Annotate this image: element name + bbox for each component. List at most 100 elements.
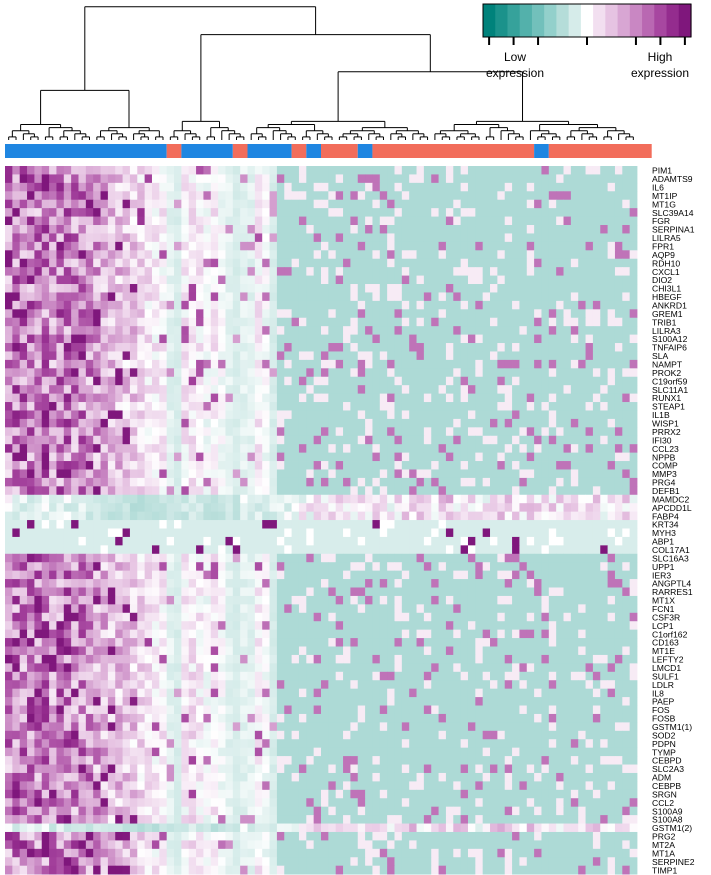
heatmap-cell [394, 461, 403, 470]
heatmap-cell [578, 393, 586, 403]
heatmap-cell [600, 174, 609, 184]
heatmap-cell [313, 520, 322, 529]
heatmap-cell [100, 494, 109, 504]
heatmap-cell [49, 208, 57, 217]
heatmap-cell [247, 284, 256, 293]
heatmap-cell [504, 418, 513, 428]
heatmap-cell [600, 284, 609, 293]
heatmap-cell [629, 233, 638, 243]
heatmap-cell [321, 275, 329, 285]
heatmap-cell [298, 486, 307, 496]
heatmap-cell [570, 393, 579, 403]
heatmap-cell [445, 250, 454, 260]
heatmap-cell [203, 587, 212, 597]
heatmap-cell [519, 292, 528, 302]
heatmap-cell [475, 402, 484, 411]
heatmap-cell [328, 317, 337, 327]
heatmap-cell [247, 477, 256, 487]
heatmap-cell [276, 494, 285, 504]
heatmap-cell [166, 225, 175, 234]
heatmap-cell [622, 326, 631, 335]
heatmap-cell [343, 166, 351, 175]
heatmap-cell [262, 511, 270, 521]
heatmap-cell [453, 562, 462, 572]
heatmap-cell [27, 604, 35, 614]
heatmap-cell [269, 368, 278, 378]
heatmap-cell [115, 562, 123, 572]
heatmap-cell [512, 393, 520, 403]
heatmap-cell [306, 528, 315, 538]
heatmap-cell [232, 267, 241, 276]
heatmap-cell [12, 511, 21, 521]
heatmap-cell [174, 587, 182, 597]
heatmap-cell [129, 587, 138, 597]
heatmap-cell [144, 309, 153, 319]
heatmap-cell [56, 284, 65, 293]
heatmap-cell [372, 393, 381, 403]
heatmap-cell [269, 275, 278, 285]
heatmap-cell [276, 368, 285, 378]
heatmap-cell [240, 621, 248, 631]
heatmap-cell [247, 461, 256, 470]
heatmap-cell [27, 587, 35, 597]
heatmap-cell [592, 410, 601, 420]
heatmap-cell [600, 587, 609, 597]
heatmap-cell [490, 528, 498, 538]
heatmap-cell [563, 612, 572, 622]
heatmap-cell [387, 494, 395, 504]
heatmap-cell [578, 461, 586, 470]
heatmap-cell [313, 553, 322, 563]
heatmap-cell [504, 461, 513, 470]
heatmap-cell [563, 528, 572, 538]
heatmap-cell [497, 166, 506, 175]
heatmap-cell [365, 317, 373, 327]
heatmap-cell [335, 545, 344, 555]
heatmap-cell [225, 351, 234, 361]
heatmap-cell [78, 267, 87, 276]
heatmap-cell [548, 553, 557, 563]
heatmap-cell [56, 410, 65, 420]
heatmap-cell [78, 284, 87, 293]
heatmap-cell [107, 579, 116, 588]
heatmap-cell [365, 461, 373, 470]
heatmap-cell [159, 410, 168, 420]
heatmap-cell [497, 587, 506, 597]
heatmap-cell [144, 494, 153, 504]
heatmap-cell [343, 503, 351, 513]
heatmap-cell [276, 562, 285, 572]
heatmap-cell [93, 343, 101, 352]
heatmap-cell [622, 368, 631, 378]
heatmap-cell [115, 418, 123, 428]
heatmap-cell [423, 250, 432, 260]
heatmap-cell [504, 309, 513, 319]
heatmap-cell [269, 351, 278, 361]
heatmap-cell [269, 199, 278, 209]
heatmap-cell [254, 208, 263, 217]
heatmap-cell [12, 385, 21, 395]
heatmap-cell [298, 520, 307, 529]
heatmap-cell [56, 477, 65, 487]
heatmap-cell [445, 452, 454, 462]
heatmap-cell [100, 528, 109, 538]
heatmap-cell [71, 444, 79, 454]
heatmap-cell [431, 604, 439, 614]
heatmap-cell [56, 545, 65, 555]
heatmap-cell [196, 300, 204, 310]
heatmap-cell [423, 427, 432, 437]
heatmap-cell [159, 621, 168, 631]
heatmap-cell [335, 182, 344, 192]
heatmap-cell [159, 258, 168, 268]
heatmap-cell [129, 309, 138, 319]
heatmap-cell [276, 410, 285, 420]
heatmap-cell [12, 241, 21, 251]
heatmap-cell [548, 317, 557, 327]
heatmap-cell [548, 199, 557, 209]
heatmap-cell [460, 250, 469, 260]
heatmap-cell [107, 292, 116, 302]
heatmap-cell [269, 258, 278, 268]
heatmap-cell [144, 284, 153, 293]
heatmap-cell [210, 216, 219, 226]
heatmap-cell [453, 452, 462, 462]
heatmap-cell [438, 326, 447, 335]
heatmap-cell [534, 258, 542, 268]
